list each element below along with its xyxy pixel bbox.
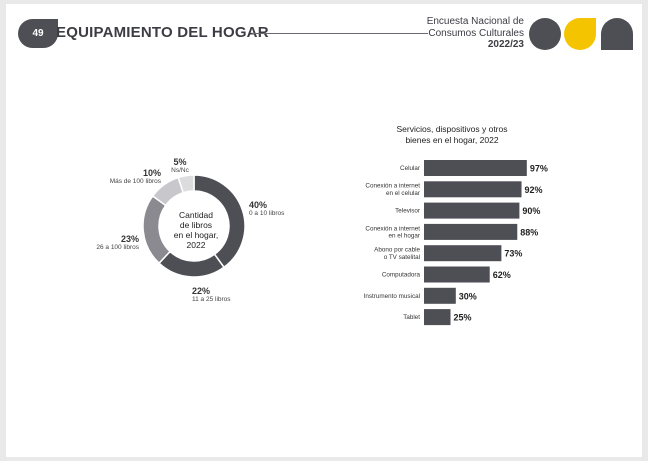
household-bar-chart: Celular 97% Conexión a internet en el celul… (364, 160, 548, 326)
bar-category-label: Conexión a internet en el hogar (365, 225, 420, 239)
page-number-badge: 49 (18, 19, 58, 48)
bar-value-label: 88% (520, 227, 538, 237)
bar-category-label: Instrumento musical (364, 293, 420, 300)
bar-value-label: 30% (459, 291, 477, 301)
bar-3 (424, 223, 518, 240)
slice-nsnc (177, 174, 195, 194)
survey-line-1: Encuesta Nacional de (426, 16, 524, 27)
bar-value-label: 92% (525, 185, 543, 195)
slice-category: 11 a 25 libros (192, 296, 231, 303)
bar-category-label: Celular (400, 165, 420, 172)
slice-pct: 5% (173, 157, 187, 167)
page-title: EQUIPAMIENTO DEL HOGAR (56, 24, 269, 41)
logo-dark-circle (529, 18, 561, 50)
slice-category: 26 a 100 libros (96, 244, 139, 251)
slice-label-nsnc: 5% Ns/Nc (166, 157, 194, 174)
logo-yellow-shape (564, 18, 596, 50)
bar-1 (424, 181, 522, 198)
slice-pct: 22% (192, 286, 211, 296)
donut-svg (142, 174, 246, 278)
books-donut-chart: Cantidad de libros en el hogar, 2022 40%… (6, 4, 642, 457)
bar-chart-title: Servicios, dispositivos y otros bienes e… (382, 124, 522, 145)
donut-center-label: Cantidad de libros en el hogar, 2022 (164, 210, 228, 250)
bar-2 (424, 202, 520, 219)
bar-category-label: Conexión a internet en el celular (365, 183, 420, 197)
slice-category: Ns/Nc (171, 167, 189, 174)
bar-title-line-1: Servicios, dispositivos y otros (396, 124, 508, 134)
bar-category-label: Televisor (395, 208, 420, 215)
bar-value-label: 62% (493, 270, 511, 280)
bar-value-label: 73% (504, 249, 522, 259)
slice-label-0-10: 40% 0 a 10 libros (249, 200, 284, 217)
bar-value-label: 25% (454, 313, 472, 323)
bar-category-label: Abono por cable o TV satelital (374, 247, 420, 261)
bar-value-label: 97% (530, 164, 548, 174)
slice-pct: 10% (142, 168, 161, 178)
center-line-4: 2022 (186, 240, 206, 250)
bar-5 (424, 266, 490, 283)
slice-pct: 40% (249, 200, 268, 210)
logo-arch-shape (601, 18, 633, 50)
slice-category: 0 a 10 libros (249, 210, 285, 217)
slice-category: Más de 100 libros (109, 178, 161, 185)
center-line-2: de libros (179, 220, 213, 230)
survey-year: 2022/23 (487, 39, 524, 50)
bar-0 (424, 160, 527, 176)
slice-label-26-100: 23% 26 a 100 libros (94, 234, 139, 251)
slice-pct: 23% (120, 234, 139, 244)
bar-title-line-2: bienes en el hogar, 2022 (405, 134, 499, 145)
survey-name: Encuesta Nacional de Consumos Culturales… (427, 16, 524, 51)
brand-logo (529, 18, 633, 50)
center-line-1: Cantidad (178, 210, 214, 220)
slice-label-100-plus: 10% Más de 100 libros (106, 168, 161, 185)
slice-label-11-25: 22% 11 a 25 libros (192, 286, 231, 303)
bar-category-label: Tablet (403, 314, 420, 321)
bar-category-label: Computadora (382, 272, 421, 279)
bar-7 (424, 309, 451, 326)
bar-6 (424, 287, 456, 304)
survey-line-2: Consumos Culturales (428, 27, 524, 39)
bar-value-label: 90% (522, 206, 540, 216)
center-line-3: en el hogar, (173, 230, 219, 240)
header-divider (252, 33, 428, 34)
report-page: 49 EQUIPAMIENTO DEL HOGAR Encuesta Nacio… (6, 4, 642, 457)
bar-4 (424, 245, 502, 262)
